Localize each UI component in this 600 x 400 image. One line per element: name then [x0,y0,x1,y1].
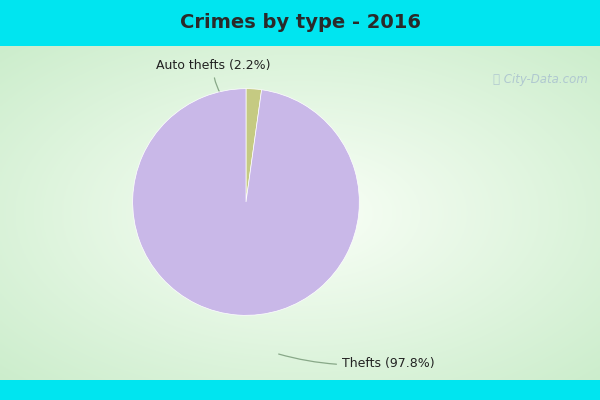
Text: Thefts (97.8%): Thefts (97.8%) [278,354,434,370]
Wedge shape [133,89,359,315]
Text: ⓘ City-Data.com: ⓘ City-Data.com [493,73,588,86]
Text: Crimes by type - 2016: Crimes by type - 2016 [179,14,421,32]
Text: Auto thefts (2.2%): Auto thefts (2.2%) [156,59,271,94]
Wedge shape [246,89,262,202]
